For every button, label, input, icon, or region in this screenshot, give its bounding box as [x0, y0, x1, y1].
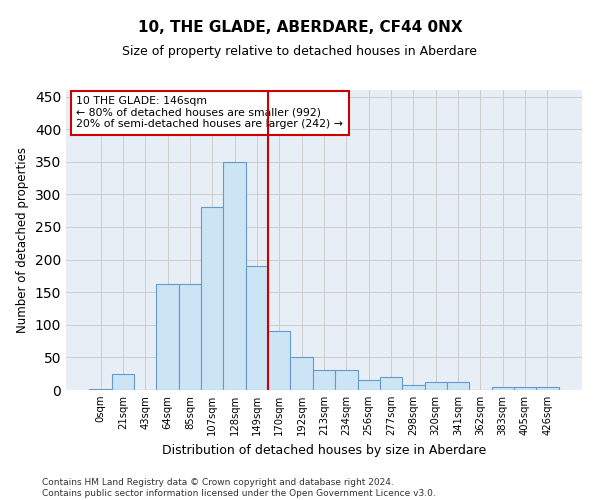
- Bar: [402, 385, 425, 390]
- Bar: [491, 386, 514, 390]
- Bar: [335, 370, 358, 390]
- Bar: [514, 386, 536, 390]
- Bar: [536, 386, 559, 390]
- Bar: [290, 358, 313, 390]
- Bar: [246, 266, 268, 390]
- Bar: [268, 332, 290, 390]
- Bar: [89, 388, 112, 390]
- Bar: [380, 377, 402, 390]
- Bar: [112, 374, 134, 390]
- Bar: [313, 370, 335, 390]
- Text: Size of property relative to detached houses in Aberdare: Size of property relative to detached ho…: [122, 45, 478, 58]
- Bar: [447, 382, 469, 390]
- Bar: [358, 380, 380, 390]
- Bar: [157, 284, 179, 390]
- Bar: [223, 162, 246, 390]
- Bar: [179, 284, 201, 390]
- Y-axis label: Number of detached properties: Number of detached properties: [16, 147, 29, 333]
- Text: Contains HM Land Registry data © Crown copyright and database right 2024.
Contai: Contains HM Land Registry data © Crown c…: [42, 478, 436, 498]
- Bar: [201, 208, 223, 390]
- Bar: [425, 382, 447, 390]
- Text: 10, THE GLADE, ABERDARE, CF44 0NX: 10, THE GLADE, ABERDARE, CF44 0NX: [137, 20, 463, 35]
- Text: 10 THE GLADE: 146sqm
← 80% of detached houses are smaller (992)
20% of semi-deta: 10 THE GLADE: 146sqm ← 80% of detached h…: [76, 96, 343, 129]
- X-axis label: Distribution of detached houses by size in Aberdare: Distribution of detached houses by size …: [162, 444, 486, 456]
